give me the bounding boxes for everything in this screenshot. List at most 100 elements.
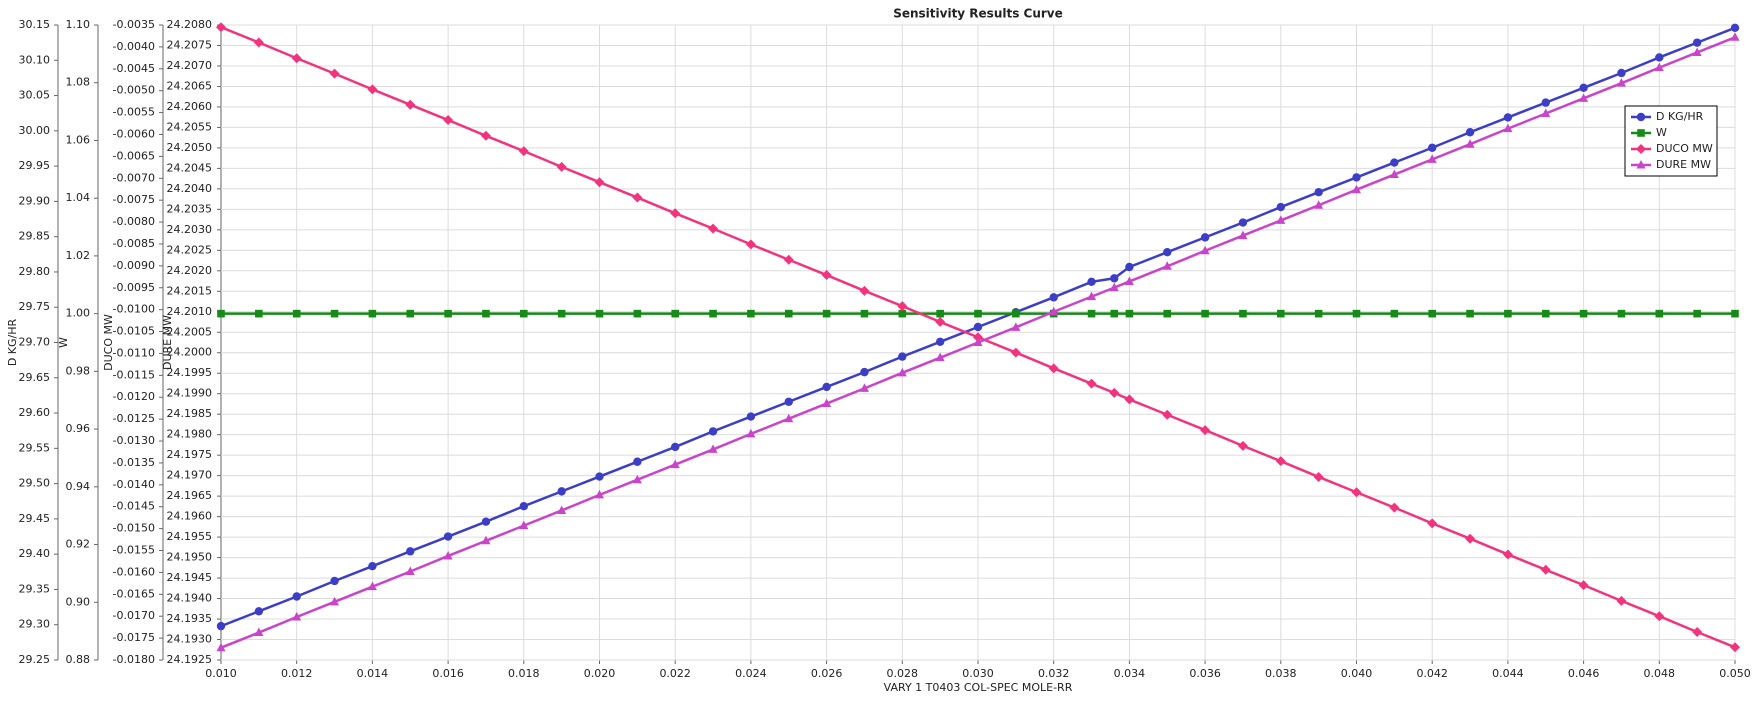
- marker: [406, 309, 415, 318]
- marker: [822, 398, 832, 408]
- y-tick-label: 24.2025: [167, 243, 213, 256]
- marker: [784, 309, 793, 318]
- marker: [974, 309, 982, 318]
- marker: [1466, 309, 1474, 318]
- y-tick-label: 24.1930: [167, 633, 213, 646]
- marker: [217, 309, 225, 318]
- marker: [1579, 309, 1588, 318]
- y-tick-label: 1.06: [66, 133, 91, 146]
- marker: [633, 309, 642, 318]
- y-tick-label: 29.95: [19, 159, 51, 172]
- marker: [973, 332, 983, 343]
- marker: [406, 547, 415, 556]
- y-tick-label: -0.0135: [113, 456, 155, 469]
- marker: [556, 161, 567, 172]
- marker: [670, 208, 681, 219]
- y-tick-label: 29.85: [19, 230, 51, 243]
- marker: [1465, 533, 1476, 544]
- marker: [746, 428, 756, 438]
- y-tick-label: -0.0070: [113, 171, 155, 184]
- y-tick-label: 24.1925: [167, 653, 213, 666]
- marker: [1654, 62, 1664, 72]
- marker: [1109, 282, 1119, 292]
- marker: [1616, 595, 1627, 606]
- marker: [594, 177, 605, 188]
- marker: [1541, 309, 1550, 318]
- marker: [897, 301, 908, 312]
- marker: [329, 68, 340, 79]
- y-tick-label: 24.2075: [167, 38, 213, 51]
- marker: [745, 239, 756, 250]
- marker: [1617, 68, 1626, 78]
- marker: [595, 489, 604, 499]
- marker: [1086, 378, 1097, 389]
- y-tick-label: 1.00: [66, 307, 91, 320]
- marker: [255, 309, 263, 318]
- marker: [595, 472, 604, 481]
- marker: [973, 337, 983, 346]
- legend-marker: [1636, 112, 1646, 122]
- marker: [1124, 394, 1135, 405]
- legend-label: D KG/HR: [1656, 110, 1704, 123]
- marker: [519, 520, 529, 530]
- marker: [670, 459, 680, 469]
- marker: [1465, 128, 1475, 137]
- x-tick-label: 0.020: [584, 667, 616, 680]
- legend-marker: [1636, 160, 1646, 169]
- marker: [367, 581, 377, 591]
- marker: [1389, 169, 1399, 179]
- marker: [1655, 309, 1664, 318]
- marker: [1200, 233, 1210, 242]
- y-tick-label: 1.02: [66, 249, 91, 262]
- marker: [1163, 247, 1172, 257]
- y-tick-label: 24.2080: [167, 18, 213, 31]
- y-axis-label: W: [57, 337, 70, 348]
- marker: [632, 192, 643, 203]
- y-tick-label: -0.0115: [113, 368, 155, 381]
- x-tick-label: 0.026: [811, 667, 843, 680]
- marker: [291, 53, 302, 64]
- marker: [1541, 98, 1550, 107]
- marker: [1692, 38, 1702, 47]
- marker: [1313, 471, 1324, 482]
- marker: [1275, 456, 1286, 467]
- x-tick-label: 0.040: [1341, 667, 1373, 680]
- legend-marker: [1636, 144, 1646, 154]
- y-tick-label: 24.1935: [167, 612, 213, 625]
- y-tick-label: -0.0130: [113, 434, 155, 447]
- legend-label: W: [1656, 126, 1667, 139]
- marker: [557, 309, 566, 318]
- y-tick-label: 24.1955: [167, 530, 213, 543]
- marker: [1276, 215, 1286, 224]
- chart-title: Sensitivity Results Curve: [893, 7, 1063, 21]
- y-tick-label: -0.0040: [113, 40, 155, 53]
- y-tick-label: 24.1995: [167, 366, 213, 379]
- marker: [1011, 322, 1021, 331]
- marker: [1427, 518, 1438, 529]
- marker: [1124, 276, 1134, 285]
- y-tick-label: 29.60: [19, 406, 51, 419]
- y-tick-label: 1.10: [66, 18, 91, 31]
- marker: [482, 309, 490, 318]
- marker: [935, 337, 945, 346]
- marker: [1087, 291, 1097, 301]
- y-tick-label: 29.65: [19, 371, 51, 384]
- y-tick-label: 1.04: [66, 191, 91, 204]
- marker: [1465, 139, 1475, 148]
- x-tick-label: 0.014: [357, 667, 389, 680]
- y-tick-label: 24.2070: [167, 59, 213, 72]
- x-tick-label: 0.018: [508, 667, 540, 680]
- marker: [633, 457, 642, 466]
- y-tick-label: 24.1985: [167, 407, 213, 420]
- y-tick-label: 29.30: [19, 618, 51, 631]
- y-tick-label: -0.0075: [113, 193, 155, 206]
- marker: [1352, 173, 1361, 182]
- marker: [859, 383, 869, 392]
- marker: [1730, 642, 1740, 653]
- marker: [1109, 387, 1120, 398]
- x-tick-label: 0.024: [735, 667, 767, 680]
- y-tick-label: 30.05: [19, 89, 51, 102]
- marker: [367, 84, 378, 95]
- marker: [481, 517, 491, 526]
- y-tick-label: 29.75: [19, 300, 51, 313]
